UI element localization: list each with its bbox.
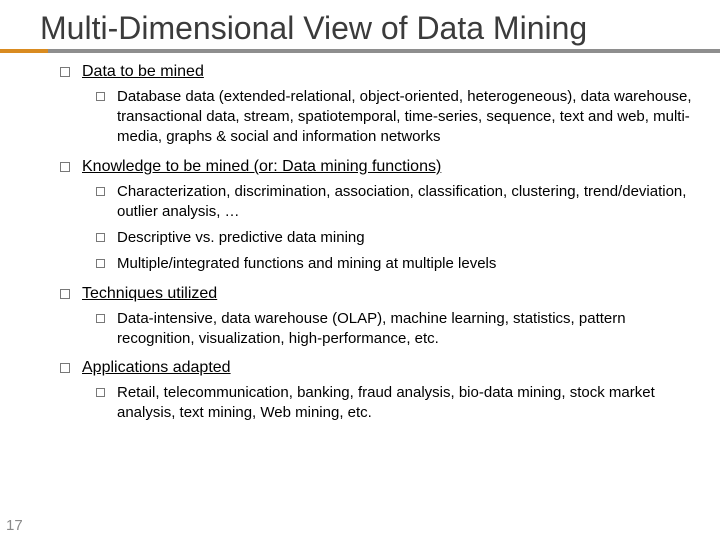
section-knowledge-to-be-mined: Knowledge to be mined (or: Data mining f… [60,158,692,275]
square-bullet-icon [60,162,70,172]
title-underline [0,49,720,53]
list-item: Characterization, discrimination, associ… [96,182,692,223]
section-header-row: Applications adapted [60,359,692,377]
section-label: Knowledge to be mined (or: Data mining f… [82,158,441,176]
square-bullet-icon [60,67,70,77]
square-bullet-icon [96,187,105,196]
list-item: Multiple/integrated functions and mining… [96,254,692,274]
list-item-text: Characterization, discrimination, associ… [117,182,692,223]
underline-accent-orange [0,49,48,53]
list-item-text: Database data (extended-relational, obje… [117,87,692,148]
section-header-row: Techniques utilized [60,285,692,303]
section-label: Data to be mined [82,63,204,81]
square-bullet-icon [96,92,105,101]
square-bullet-icon [96,233,105,242]
section-techniques-utilized: Techniques utilized Data-intensive, data… [60,285,692,350]
section-applications-adapted: Applications adapted Retail, telecommuni… [60,359,692,424]
section-label: Applications adapted [82,359,231,377]
list-item-text: Descriptive vs. predictive data mining [117,228,365,248]
slide: Multi-Dimensional View of Data Mining Da… [0,0,720,540]
list-item-text: Data-intensive, data warehouse (OLAP), m… [117,309,692,350]
square-bullet-icon [96,314,105,323]
list-item: Database data (extended-relational, obje… [96,87,692,148]
page-number: 17 [6,517,23,534]
list-item-text: Retail, telecommunication, banking, frau… [117,383,692,424]
section-label: Techniques utilized [82,285,217,303]
underline-accent-grey [48,49,720,53]
square-bullet-icon [96,388,105,397]
section-header-row: Data to be mined [60,63,692,81]
list-item: Data-intensive, data warehouse (OLAP), m… [96,309,692,350]
list-item: Descriptive vs. predictive data mining [96,228,692,248]
list-item: Retail, telecommunication, banking, frau… [96,383,692,424]
slide-content: Data to be mined Database data (extended… [40,63,700,424]
slide-title: Multi-Dimensional View of Data Mining [40,10,700,47]
section-header-row: Knowledge to be mined (or: Data mining f… [60,158,692,176]
section-data-to-be-mined: Data to be mined Database data (extended… [60,63,692,148]
square-bullet-icon [60,363,70,373]
square-bullet-icon [96,259,105,268]
list-item-text: Multiple/integrated functions and mining… [117,254,496,274]
square-bullet-icon [60,289,70,299]
